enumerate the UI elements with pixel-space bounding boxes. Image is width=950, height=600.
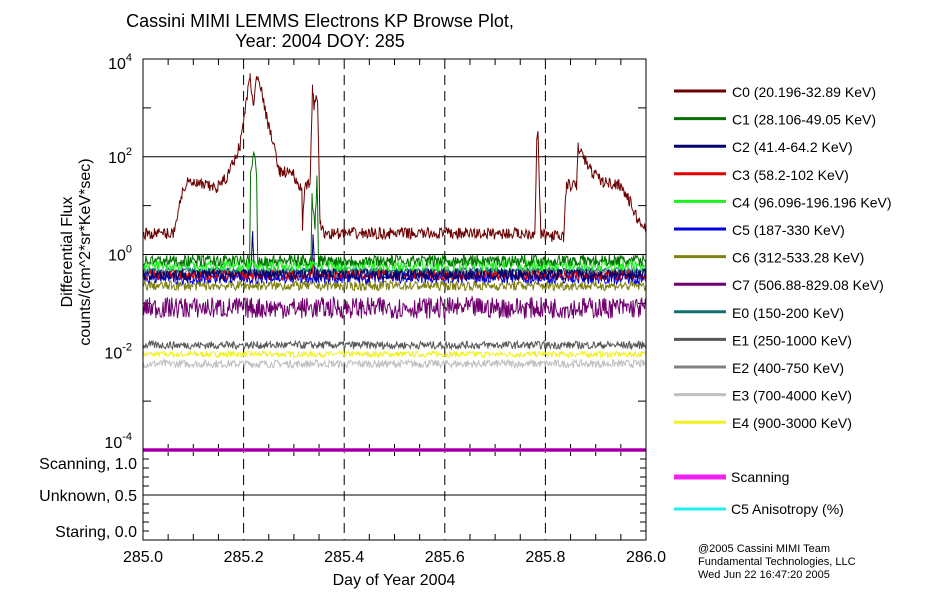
series-line-c2 [142, 231, 647, 282]
lower-plot-frame [142, 449, 647, 541]
legend-label: C2 (41.4-64.2 KeV) [732, 139, 853, 155]
x-tick-label: 285.0 [123, 549, 163, 566]
legend-label: E2 (400-750 KeV) [732, 360, 844, 376]
series-line-e1 [142, 339, 647, 351]
legend-label: E4 (900-3000 KeV) [732, 415, 852, 431]
chart-subtitle: Year: 2004 DOY: 285 [235, 31, 404, 51]
x-tick-label: 285.2 [224, 549, 264, 566]
y-tick-label: 102 [108, 146, 132, 167]
legend-label: C0 (20.196-32.89 KeV) [732, 84, 876, 100]
legend-label: C5 (187-330 KeV) [732, 222, 845, 238]
y2-tick-label: Staring, 0.0 [55, 524, 137, 541]
legend-label: C4 (96.096-196.196 KeV) [732, 194, 892, 210]
legend-label: E0 (150-200 KeV) [732, 305, 844, 321]
y2-tick-label: Scanning, 1.0 [39, 456, 137, 473]
series-line-e4 [142, 349, 647, 359]
y-tick-label: 100 [108, 244, 132, 265]
x-tick-label: 286.0 [626, 549, 666, 566]
series-line-e3 [142, 358, 647, 370]
x-tick-label: 285.8 [525, 549, 565, 566]
series-line-e0 [142, 265, 647, 276]
y-axis-title-line1: Differential Flux [59, 197, 76, 308]
legend-label: C7 (506.88-829.08 KeV) [732, 277, 884, 293]
footer-timestamp: Wed Jun 22 16:47:20 2005 [698, 569, 830, 581]
series-line-c6 [142, 279, 647, 292]
x-tick-label: 285.6 [425, 549, 465, 566]
footer: @2005 Cassini MIMI Team Fundamental Tech… [698, 543, 856, 581]
legend-label: E1 (250-1000 KeV) [732, 332, 852, 348]
y-tick-label: 10-2 [104, 341, 132, 362]
y-axis-title-line2: counts/(cm^2*sr*KeV*sec) [77, 158, 94, 345]
legend-label: C1 (28.106-49.05 KeV) [732, 112, 876, 128]
legend-label: E3 (700-4000 KeV) [732, 388, 852, 404]
y-tick-label: 104 [108, 52, 132, 73]
legend-label: Scanning [731, 469, 789, 485]
x-tick-label: 285.4 [324, 549, 364, 566]
legend: C0 (20.196-32.89 KeV) C1 (28.106-49.05 Ke… [674, 84, 892, 517]
y2-tick-label: Unknown, 0.5 [39, 488, 137, 505]
legend-label: C3 (58.2-102 KeV) [732, 167, 849, 183]
series-line-c1 [142, 150, 647, 268]
series-line-c0 [142, 73, 647, 243]
y-axis-title: Differential Flux counts/(cm^2*sr*KeV*se… [59, 158, 94, 345]
legend-label: C6 (312-533.28 KeV) [732, 250, 864, 266]
footer-copyright: @2005 Cassini MIMI Team [698, 543, 830, 555]
x-axis-title: Day of Year 2004 [333, 572, 456, 589]
series-line-c4 [142, 257, 647, 273]
y-tick-label: 10-4 [104, 431, 132, 452]
series-line-c7 [142, 295, 647, 320]
legend-label: C5 Anisotropy (%) [731, 501, 844, 517]
chart-title: Cassini MIMI LEMMS Electrons KP Browse P… [126, 11, 514, 31]
footer-company: Fundamental Technologies, LLC [698, 556, 856, 568]
